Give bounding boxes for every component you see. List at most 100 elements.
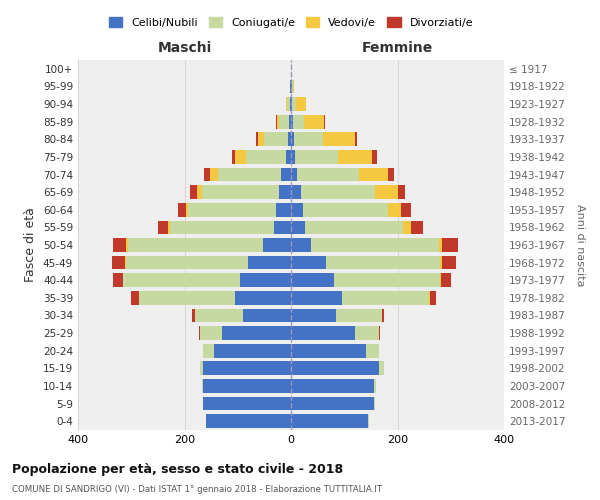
Bar [203, 344, 214, 358]
Bar [379, 362, 384, 375]
Bar [305, 220, 403, 234]
Bar [412, 220, 423, 234]
Bar [379, 326, 380, 340]
Bar [286, 97, 287, 111]
Bar [170, 220, 274, 234]
Bar [355, 326, 379, 340]
Bar [291, 344, 365, 358]
Bar [296, 97, 306, 111]
Bar [123, 274, 241, 287]
Bar [334, 274, 440, 287]
Bar [293, 132, 323, 146]
Bar [323, 132, 355, 146]
Bar [113, 274, 123, 287]
Bar [292, 97, 296, 111]
Bar [442, 238, 458, 252]
Bar [293, 115, 304, 128]
Bar [281, 168, 291, 181]
Bar [168, 220, 170, 234]
Bar [258, 132, 265, 146]
Y-axis label: Fasce di età: Fasce di età [25, 208, 37, 282]
Bar [203, 396, 291, 410]
Bar [158, 220, 168, 234]
Bar [291, 238, 311, 252]
Bar [291, 97, 292, 111]
Bar [291, 150, 295, 164]
Bar [291, 326, 355, 340]
Bar [178, 203, 185, 216]
Bar [291, 274, 334, 287]
Bar [355, 132, 357, 146]
Bar [365, 344, 379, 358]
Bar [291, 256, 326, 270]
Y-axis label: Anni di nascita: Anni di nascita [575, 204, 585, 286]
Bar [256, 132, 258, 146]
Bar [291, 186, 301, 199]
Bar [403, 220, 412, 234]
Bar [295, 150, 338, 164]
Bar [291, 203, 303, 216]
Bar [289, 115, 291, 128]
Bar [441, 274, 451, 287]
Text: Popolazione per età, sesso e stato civile - 2018: Popolazione per età, sesso e stato civil… [12, 462, 343, 475]
Bar [202, 379, 203, 393]
Bar [388, 168, 394, 181]
Bar [401, 203, 411, 216]
Bar [440, 274, 441, 287]
Bar [293, 80, 294, 94]
Bar [291, 168, 298, 181]
Text: Femmine: Femmine [362, 40, 433, 54]
Bar [197, 186, 202, 199]
Bar [200, 362, 203, 375]
Bar [222, 326, 291, 340]
Bar [336, 308, 382, 322]
Bar [324, 115, 325, 128]
Bar [200, 326, 222, 340]
Bar [341, 291, 430, 304]
Bar [188, 203, 276, 216]
Bar [291, 308, 336, 322]
Bar [289, 132, 291, 146]
Bar [195, 308, 243, 322]
Bar [440, 256, 442, 270]
Bar [291, 132, 293, 146]
Bar [303, 203, 388, 216]
Bar [128, 238, 263, 252]
Bar [126, 256, 248, 270]
Text: Maschi: Maschi [157, 40, 212, 54]
Bar [388, 203, 401, 216]
Bar [203, 362, 291, 375]
Bar [232, 150, 235, 164]
Bar [291, 414, 368, 428]
Bar [291, 362, 379, 375]
Bar [382, 308, 384, 322]
Bar [214, 344, 291, 358]
Bar [279, 186, 291, 199]
Bar [235, 150, 246, 164]
Legend: Celibi/Nubili, Coniugati/e, Vedovi/e, Divorziati/e: Celibi/Nubili, Coniugati/e, Vedovi/e, Di… [109, 18, 473, 28]
Bar [139, 291, 235, 304]
Bar [430, 291, 436, 304]
Bar [265, 132, 289, 146]
Bar [199, 326, 200, 340]
Bar [373, 150, 377, 164]
Bar [291, 379, 374, 393]
Bar [291, 291, 341, 304]
Bar [442, 256, 455, 270]
Bar [326, 256, 440, 270]
Bar [202, 186, 279, 199]
Bar [206, 414, 291, 428]
Bar [235, 291, 291, 304]
Bar [359, 168, 388, 181]
Bar [276, 203, 291, 216]
Bar [185, 203, 188, 216]
Bar [209, 168, 218, 181]
Bar [291, 115, 293, 128]
Bar [338, 150, 373, 164]
Bar [131, 291, 139, 304]
Bar [248, 256, 291, 270]
Bar [291, 396, 374, 410]
Bar [125, 256, 126, 270]
Bar [375, 186, 398, 199]
Bar [277, 115, 279, 128]
